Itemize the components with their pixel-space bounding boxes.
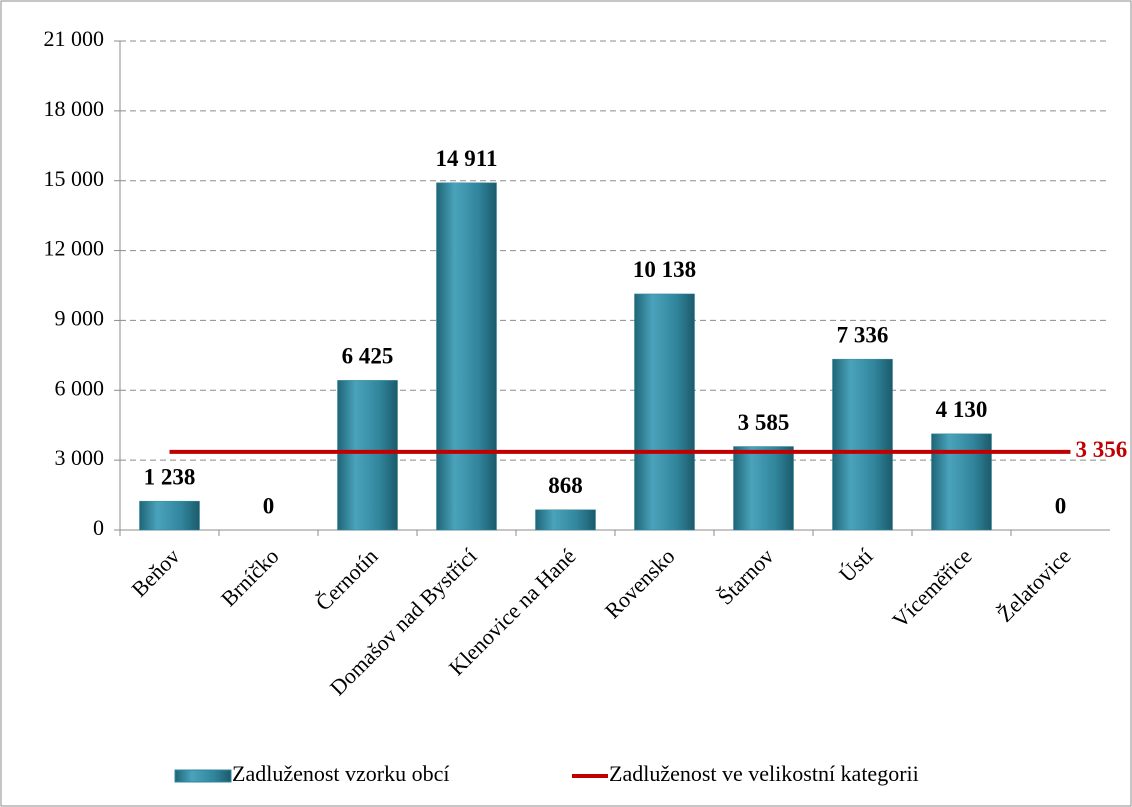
value-label: 10 138 (633, 257, 696, 282)
legend-label: Zadluženost ve velikostní kategorii (609, 761, 919, 786)
value-label: 14 911 (436, 146, 498, 171)
bar (337, 380, 398, 531)
y-tick-label: 12 000 (44, 236, 105, 261)
bar (139, 500, 200, 531)
bar (634, 293, 695, 531)
value-label: 0 (263, 493, 275, 518)
value-label: 7 336 (837, 322, 889, 347)
bar (436, 182, 497, 531)
legend-swatch (174, 769, 232, 783)
bar (733, 446, 794, 531)
value-label: 6 425 (342, 344, 394, 369)
value-label: 1 238 (144, 464, 196, 489)
y-tick-label: 0 (93, 515, 104, 540)
bar (535, 509, 596, 531)
value-label: 0 (1055, 493, 1067, 518)
value-label: 4 130 (936, 397, 988, 422)
reference-label: 3 356 (1076, 437, 1128, 462)
y-tick-label: 9 000 (55, 305, 105, 330)
value-label: 3 585 (738, 410, 790, 435)
y-tick-label: 6 000 (55, 375, 105, 400)
y-tick-label: 21 000 (44, 26, 105, 51)
legend-label: Zadluženost vzorku obcí (232, 761, 450, 786)
y-tick-label: 18 000 (44, 96, 105, 121)
y-tick-label: 15 000 (44, 166, 105, 191)
bar (832, 358, 893, 531)
value-label: 868 (548, 473, 583, 498)
y-tick-label: 3 000 (55, 445, 105, 470)
bar (931, 433, 992, 531)
